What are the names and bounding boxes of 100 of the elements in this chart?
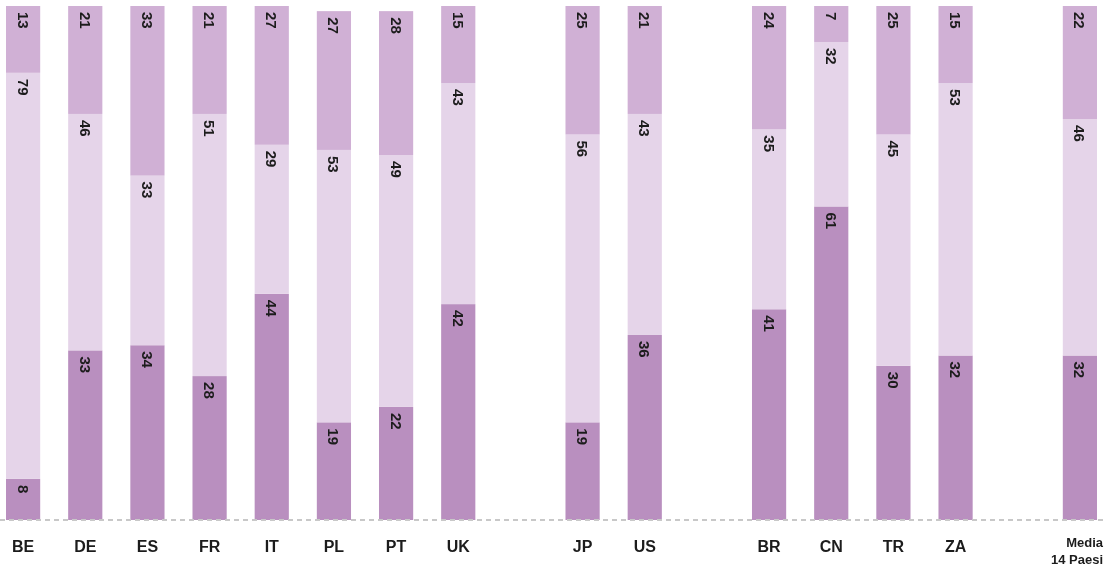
data-label: 46 — [76, 119, 94, 137]
x-tick-label: PT — [385, 538, 407, 555]
x-tick-label: US — [633, 538, 657, 555]
data-label: 61 — [822, 212, 840, 230]
data-label: 51 — [201, 119, 219, 137]
bar — [876, 6, 911, 135]
data-label: 21 — [636, 12, 654, 29]
x-tick-label: JP — [572, 538, 593, 555]
x-tick-label: ES — [136, 538, 159, 555]
bar — [1062, 6, 1097, 120]
bar — [130, 345, 165, 520]
bar — [378, 155, 414, 407]
bar — [130, 175, 165, 346]
data-label: 24 — [760, 12, 778, 30]
bar — [316, 11, 352, 150]
data-label: 53 — [947, 89, 965, 106]
x-tick-label: PL — [323, 538, 345, 555]
x-tick-label: TR — [882, 538, 905, 555]
bar — [627, 6, 662, 114]
data-label: 13 — [14, 12, 32, 29]
data-label: 43 — [636, 119, 654, 137]
data-label: 45 — [884, 140, 902, 158]
data-label: 22 — [387, 412, 405, 430]
data-label: 28 — [201, 382, 219, 399]
data-label: 27 — [325, 17, 343, 34]
x-tick-label: FR — [198, 538, 221, 555]
data-label: 15 — [947, 12, 965, 29]
data-label: 25 — [574, 12, 592, 29]
data-label: 8 — [14, 484, 32, 494]
data-label: 29 — [263, 150, 281, 168]
bar — [565, 134, 600, 423]
bar — [441, 83, 476, 305]
bar — [130, 6, 165, 176]
data-label: 35 — [760, 135, 778, 153]
bar — [6, 6, 41, 73]
bar — [876, 134, 911, 366]
bar — [254, 293, 289, 520]
data-label: 21 — [76, 12, 94, 29]
data-label: 79 — [14, 78, 32, 96]
bar — [441, 6, 476, 84]
data-label: 53 — [325, 155, 343, 173]
data-label: 44 — [263, 299, 281, 318]
bar — [6, 478, 41, 520]
bar — [378, 11, 414, 156]
bar — [68, 350, 103, 520]
data-label: 32 — [822, 47, 840, 65]
x-tick-label: CN — [819, 538, 843, 555]
bar — [441, 304, 476, 520]
bar — [1062, 119, 1097, 356]
bar — [316, 422, 352, 520]
bar — [751, 6, 787, 130]
data-label: 46 — [1071, 125, 1089, 142]
data-label: 15 — [449, 12, 467, 29]
x-tick-label: Media 14 Paesi — [1050, 535, 1104, 567]
data-label: 7 — [822, 12, 840, 21]
data-label: 33 — [138, 181, 156, 199]
bar — [938, 355, 973, 520]
bar — [192, 376, 227, 520]
bar — [565, 422, 600, 520]
bar — [68, 6, 103, 114]
bar — [192, 6, 227, 114]
bar — [814, 41, 849, 207]
bar — [627, 113, 662, 335]
data-label: 33 — [138, 12, 156, 29]
bar — [565, 6, 600, 135]
bar — [938, 6, 973, 84]
bar — [192, 113, 227, 377]
bar — [627, 334, 662, 520]
bar — [254, 144, 289, 294]
bar — [814, 206, 849, 520]
data-label: 43 — [449, 89, 467, 106]
data-label: 56 — [574, 140, 592, 158]
data-label: 34 — [138, 351, 156, 369]
data-label: 21 — [201, 12, 219, 29]
x-tick-label: BE — [11, 538, 35, 555]
data-label: 19 — [574, 428, 592, 446]
data-label: 28 — [387, 17, 405, 34]
bar — [1062, 355, 1097, 520]
data-label: 41 — [760, 315, 778, 332]
x-tick-label: BR — [757, 538, 782, 555]
bar — [751, 129, 787, 310]
data-label: 33 — [76, 356, 94, 374]
data-label: 49 — [387, 161, 405, 178]
x-tick-label: IT — [264, 538, 280, 555]
bar — [68, 113, 103, 351]
data-label: 32 — [947, 361, 965, 379]
data-label: 42 — [449, 310, 467, 327]
bar — [751, 309, 787, 520]
x-tick-label: ZA — [944, 538, 967, 555]
bar — [378, 406, 414, 520]
x-tick-label: DE — [74, 538, 97, 555]
data-label: 22 — [1071, 12, 1089, 29]
data-label: 32 — [1071, 361, 1089, 379]
bar — [938, 83, 973, 356]
data-label: 19 — [325, 428, 343, 446]
data-label: 25 — [884, 12, 902, 29]
x-tick-label: UK — [446, 538, 471, 555]
data-label: 36 — [636, 340, 654, 358]
bar — [814, 6, 849, 42]
data-label: 27 — [263, 12, 281, 29]
